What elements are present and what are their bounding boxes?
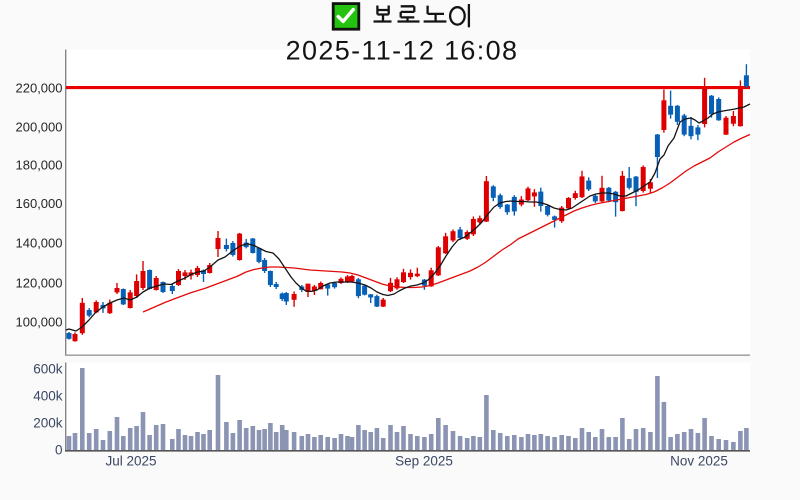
svg-text:0: 0 bbox=[55, 443, 63, 458]
svg-text:160,000: 160,000 bbox=[16, 196, 63, 211]
svg-text:120,000: 120,000 bbox=[16, 275, 63, 290]
svg-text:200k: 200k bbox=[33, 416, 63, 431]
svg-text:2025-11-12 16:08: 2025-11-12 16:08 bbox=[286, 36, 519, 66]
svg-text:180,000: 180,000 bbox=[16, 157, 63, 172]
svg-text:200,000: 200,000 bbox=[16, 119, 63, 134]
svg-text:600k: 600k bbox=[33, 362, 63, 377]
svg-text:Sep 2025: Sep 2025 bbox=[395, 454, 453, 469]
svg-text:Jul 2025: Jul 2025 bbox=[105, 454, 156, 469]
svg-text:220,000: 220,000 bbox=[16, 80, 63, 95]
svg-text:100,000: 100,000 bbox=[16, 314, 63, 329]
svg-text:Nov 2025: Nov 2025 bbox=[670, 454, 728, 469]
svg-text:140,000: 140,000 bbox=[16, 235, 63, 250]
svg-text:400k: 400k bbox=[33, 389, 63, 404]
